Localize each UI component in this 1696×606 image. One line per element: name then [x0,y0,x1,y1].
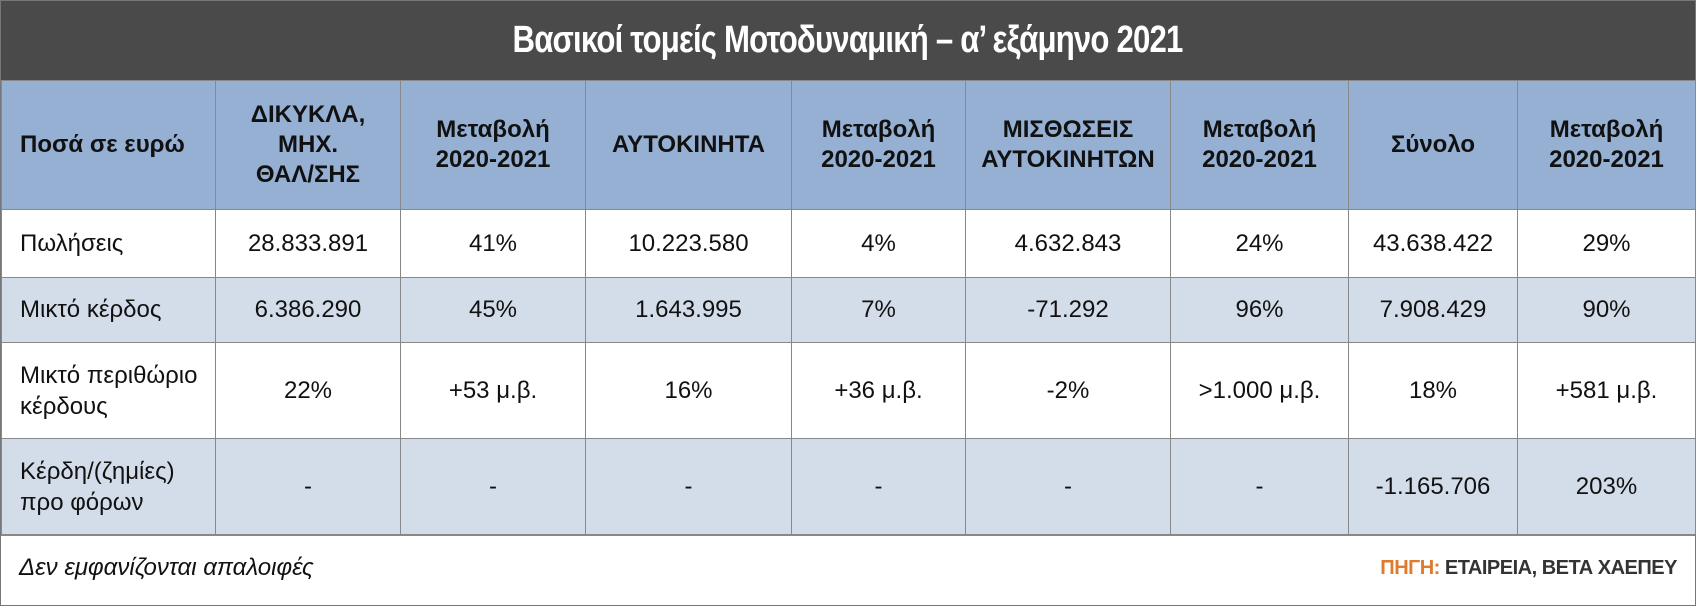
table-cell: +53 μ.β. [400,342,586,439]
footer: Δεν εμφανίζονται απαλοιφές ΠΗΓΗ: ΕΤΑΙΡΕΙ… [1,535,1695,600]
column-header: ΔΙΚΥΚΛΑ, ΜΗΧ. ΘΑΛ/ΣΗΣ [215,80,401,210]
table-cell: +36 μ.β. [791,342,966,439]
table-cell: 28.833.891 [215,209,401,278]
table-row: Πωλήσεις 28.833.891 41% 10.223.580 4% 4.632.8… [1,209,1696,278]
table-body: Πωλήσεις 28.833.891 41% 10.223.580 4% 4.632.8… [1,209,1696,535]
table-cell: 4% [791,209,966,278]
table-cell: 1.643.995 [585,277,792,343]
row-label: Πωλήσεις [1,209,216,278]
table-cell: - [965,438,1171,535]
title-bar: Βασικοί τομείς Μοτοδυναμική – α’ εξάμηνο… [1,1,1695,80]
source-label: ΠΗΓΗ: [1380,556,1440,579]
table-row: Κέρδη/(ζημίες) προ φόρων - - - - - - -1.165.706… [1,438,1696,535]
table-cell: - [215,438,401,535]
table-cell: - [1170,438,1349,535]
table-cell: +581 μ.β. [1517,342,1696,439]
table-cell: 45% [400,277,586,343]
table-cell: -2% [965,342,1171,439]
table-row: Μικτό κέρδος 6.386.290 45% 1.643.995 7% -71.2… [1,277,1696,343]
table-cell: 10.223.580 [585,209,792,278]
table-cell: 7% [791,277,966,343]
column-header: Μεταβολή 2020-2021 [791,80,966,210]
table-cell: 22% [215,342,401,439]
table-cell: 43.638.422 [1348,209,1518,278]
title: Βασικοί τομείς Μοτοδυναμική – α’ εξάμηνο… [513,19,1184,61]
table-cell: 16% [585,342,792,439]
table-cell: 29% [1517,209,1696,278]
table-cell: >1.000 μ.β. [1170,342,1349,439]
row-label: Μικτό κέρδος [1,277,216,343]
header-row: Ποσά σε ευρώ ΔΙΚΥΚΛΑ, ΜΗΧ. ΘΑΛ/ΣΗΣ Μεταβολ… [1,80,1696,210]
table-cell: 7.908.429 [1348,277,1518,343]
table-cell: 24% [1170,209,1349,278]
source-text: ΕΤΑΙΡΕΙΑ, ΒΕΤΑ ΧΑΕΠΕΥ [1444,556,1678,579]
column-header: Σύνολο [1348,80,1518,210]
table-cell: - [400,438,586,535]
row-label: Κέρδη/(ζημίες) προ φόρων [1,438,216,535]
table-cell: 41% [400,209,586,278]
table-cell: -71.292 [965,277,1171,343]
column-header: Ποσά σε ευρώ [1,80,216,210]
table: Ποσά σε ευρώ ΔΙΚΥΚΛΑ, ΜΗΧ. ΘΑΛ/ΣΗΣ Μεταβολ… [1,80,1696,535]
column-header: Μεταβολή 2020-2021 [1170,80,1349,210]
table-cell: 18% [1348,342,1518,439]
column-header: ΜΙΣΘΩΣΕΙΣ ΑΥΤΟΚΙΝΗΤΩΝ [965,80,1171,210]
column-header: Μεταβολή 2020-2021 [400,80,586,210]
table-cell: -1.165.706 [1348,438,1518,535]
table-cell: 96% [1170,277,1349,343]
column-header: Μεταβολή 2020-2021 [1517,80,1696,210]
table-cell: 90% [1517,277,1696,343]
footnote: Δεν εμφανίζονται απαλοιφές [19,554,314,581]
table-cell: 4.632.843 [965,209,1171,278]
table-cell: - [791,438,966,535]
source: ΠΗΓΗ: ΕΤΑΙΡΕΙΑ, ΒΕΤΑ ΧΑΕΠΕΥ [1380,557,1677,580]
table-row: Μικτό περιθώριο κέρδους 22% +53 μ.β. 16% +36… [1,342,1696,439]
column-header: ΑΥΤΟΚΙΝΗΤΑ [585,80,792,210]
table-cell: 6.386.290 [215,277,401,343]
table-cell: - [585,438,792,535]
row-label: Μικτό περιθώριο κέρδους [1,342,216,439]
table-cell: 203% [1517,438,1696,535]
